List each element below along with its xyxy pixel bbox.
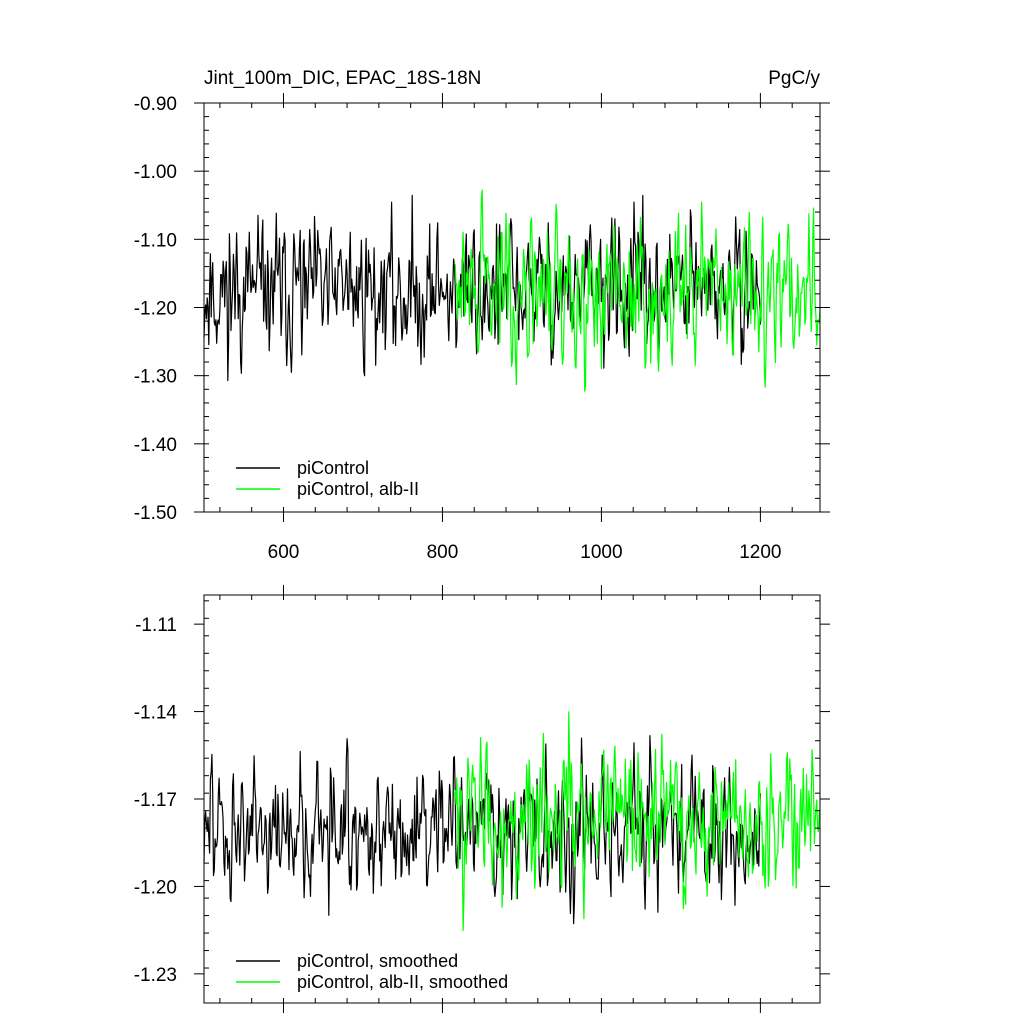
legend-top: piControl piControl, alb-II [236,458,419,499]
legend-label-picontrol-smoothed: piControl, smoothed [297,951,458,971]
y-tick-label: -1.14 [134,703,178,724]
y-tick-label: -1.40 [134,435,177,456]
units-label: PgC/y [768,68,820,89]
legend-label-alb-ii: piControl, alb-II [297,479,419,499]
series-line-top-1 [453,189,821,392]
panel-bottom: -1.23 -1.20 -1.17 -1.14 -1.11 piControl, smo… [134,585,830,1013]
y-tick-label: -0.90 [134,94,177,115]
plot-frame-top [203,102,821,513]
ticks-top: -1.50 -1.40 -1.30 -1.20 -1.10 -1.00 -0.90 600 80… [134,93,830,563]
y-tick-label: -1.23 [134,965,177,986]
panel-top: Jint_100m_DIC, EPAC_18S-18N PgC/y -1.50-… [134,68,830,563]
y-tick-label: -1.10 [134,230,177,251]
legend-label-alb-ii-smoothed: piControl, alb-II, smoothed [297,972,508,992]
series-layer-top [203,189,821,392]
y-tick-label: -1.20 [134,299,177,320]
series-line-bottom-1 [453,711,821,932]
legend-bottom: piControl, smoothed piControl, alb-II, s… [236,951,508,992]
plot-frame-bottom [203,594,821,1004]
series-layer-bottom [203,711,821,932]
series-line-top-0 [203,194,761,382]
x-tick-label: 1000 [580,542,622,563]
y-tick-label: -1.50 [134,503,177,524]
y-tick-label: -1.30 [134,367,177,388]
x-tick-label: 800 [427,542,459,563]
legend-label-picontrol: piControl [297,458,369,478]
chart-title: Jint_100m_DIC, EPAC_18S-18N [204,68,481,89]
y-tick-label: -1.11 [135,615,177,636]
x-tick-label: 600 [268,542,300,563]
y-tick-label: -1.20 [134,877,177,898]
y-tick-label: -1.00 [134,162,177,183]
y-tick-label: -1.17 [134,790,177,811]
x-tick-label: 1200 [739,542,781,563]
